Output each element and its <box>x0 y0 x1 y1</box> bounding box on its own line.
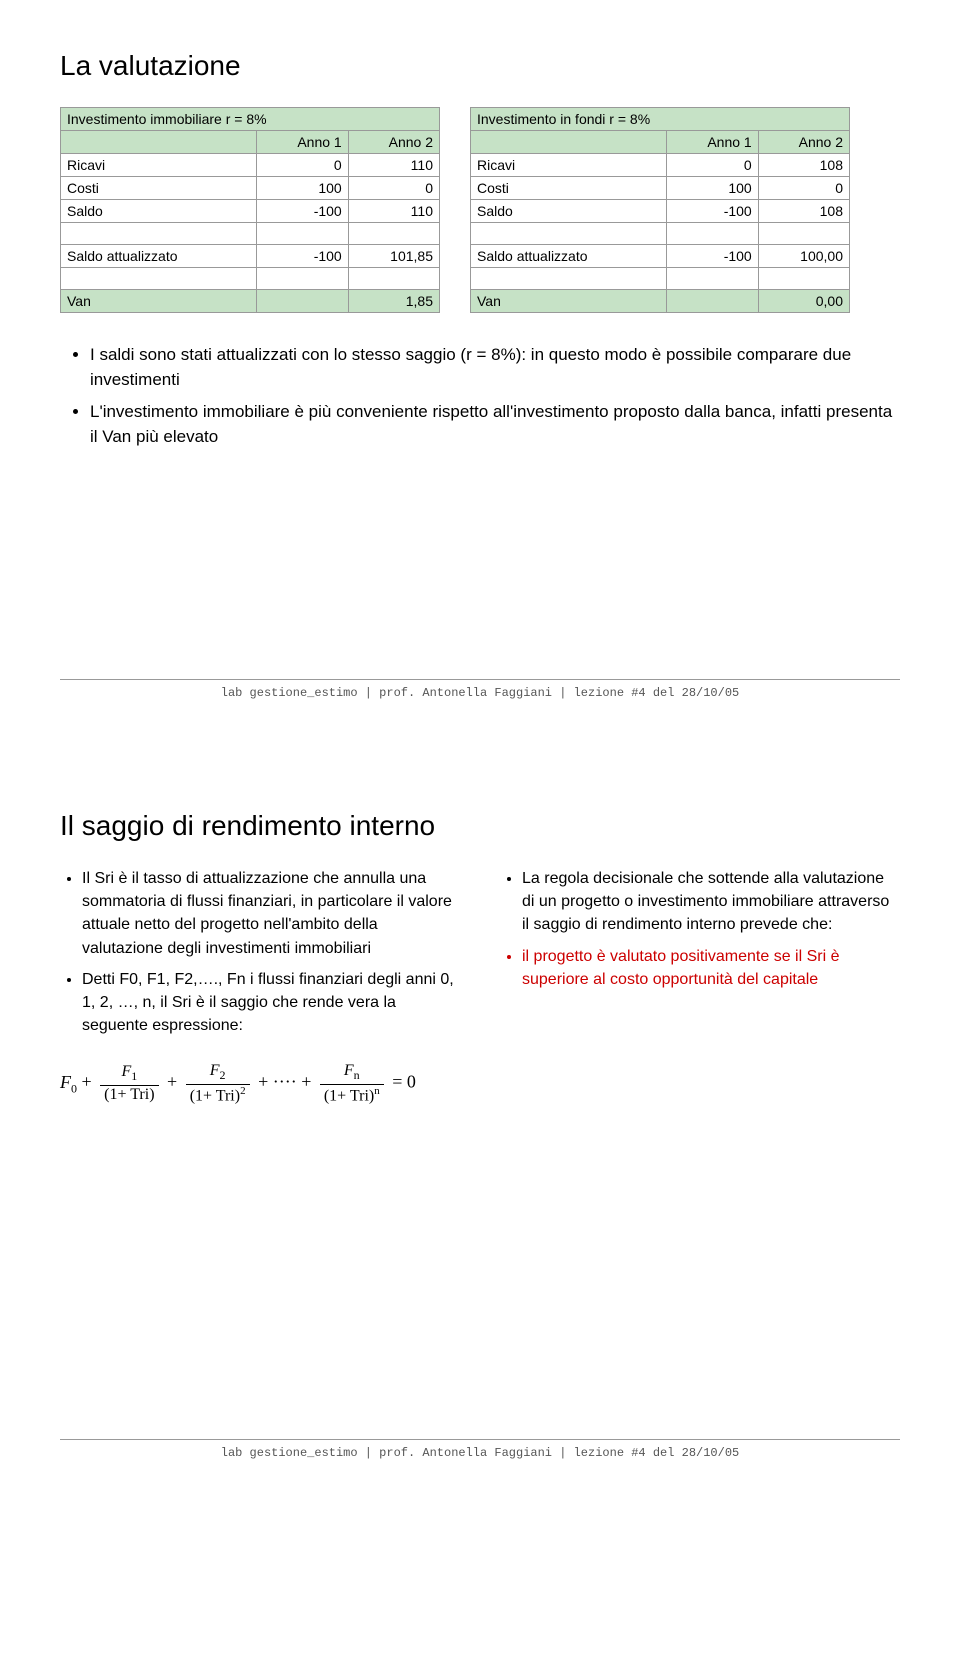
row-label: Saldo attualizzato <box>471 245 667 268</box>
slide2-footer: lab gestione_estimo | prof. Antonella Fa… <box>60 1439 900 1460</box>
cell: 0 <box>257 154 348 177</box>
cell: 0 <box>667 154 758 177</box>
cell: -100 <box>667 245 758 268</box>
row-label: Costi <box>61 177 257 200</box>
col-anno1: Anno 1 <box>667 131 758 154</box>
table-left-title: Investimento immobiliare r = 8% <box>61 108 440 131</box>
bullet-item: I saldi sono stati attualizzati con lo s… <box>90 343 900 392</box>
bullet-item: Detti F0, F1, F2,…., Fn i flussi finanzi… <box>82 968 460 1038</box>
col-anno2: Anno 2 <box>758 131 849 154</box>
slide1-bullets: I saldi sono stati attualizzati con lo s… <box>60 343 900 450</box>
van-label: Van <box>61 290 257 313</box>
left-column: Il Sri è il tasso di attualizzazione che… <box>60 867 460 1105</box>
cell: -100 <box>257 245 348 268</box>
bullet-item: Il Sri è il tasso di attualizzazione che… <box>82 867 460 960</box>
table-investimento-immobiliare: Investimento immobiliare r = 8% Anno 1 A… <box>60 107 440 313</box>
row-label: Ricavi <box>471 154 667 177</box>
cell: 100 <box>667 177 758 200</box>
cell: 110 <box>348 200 439 223</box>
van-label: Van <box>471 290 667 313</box>
table-right-title: Investimento in fondi r = 8% <box>471 108 850 131</box>
right-column: La regola decisionale che sottende alla … <box>500 867 900 1105</box>
cell: 108 <box>758 200 849 223</box>
cell: -100 <box>257 200 348 223</box>
bullet-item: L'investimento immobiliare è più conveni… <box>90 400 900 449</box>
cell: 0 <box>348 177 439 200</box>
van-value: 1,85 <box>348 290 439 313</box>
cell: 110 <box>348 154 439 177</box>
col-anno2: Anno 2 <box>348 131 439 154</box>
row-label: Saldo attualizzato <box>61 245 257 268</box>
van-value: 0,00 <box>758 290 849 313</box>
slide1-title: La valutazione <box>60 50 900 82</box>
table-investimento-fondi: Investimento in fondi r = 8% Anno 1 Anno… <box>470 107 850 313</box>
row-label: Ricavi <box>61 154 257 177</box>
cell: 100 <box>257 177 348 200</box>
cell: -100 <box>667 200 758 223</box>
slide2-title: Il saggio di rendimento interno <box>60 810 900 842</box>
col-anno1: Anno 1 <box>257 131 348 154</box>
slide-la-valutazione: La valutazione Investimento immobiliare … <box>20 20 940 720</box>
col-blank <box>61 131 257 154</box>
cell: 100,00 <box>758 245 849 268</box>
cell: 101,85 <box>348 245 439 268</box>
row-label: Costi <box>471 177 667 200</box>
row-label: Saldo <box>471 200 667 223</box>
col-blank <box>471 131 667 154</box>
two-column-layout: Il Sri è il tasso di attualizzazione che… <box>60 867 900 1105</box>
cell: 108 <box>758 154 849 177</box>
tables-row: Investimento immobiliare r = 8% Anno 1 A… <box>60 107 900 313</box>
sri-formula: F0 + F1 (1+ Tri) + F2 (1+ Tri)2 + ···· +… <box>60 1062 460 1105</box>
slide1-footer: lab gestione_estimo | prof. Antonella Fa… <box>60 679 900 700</box>
slide-saggio-rendimento: Il saggio di rendimento interno Il Sri è… <box>20 780 940 1480</box>
bullet-item: La regola decisionale che sottende alla … <box>522 867 900 937</box>
bullet-item-highlight: il progetto è valutato positivamente se … <box>522 945 900 991</box>
cell: 0 <box>758 177 849 200</box>
row-label: Saldo <box>61 200 257 223</box>
